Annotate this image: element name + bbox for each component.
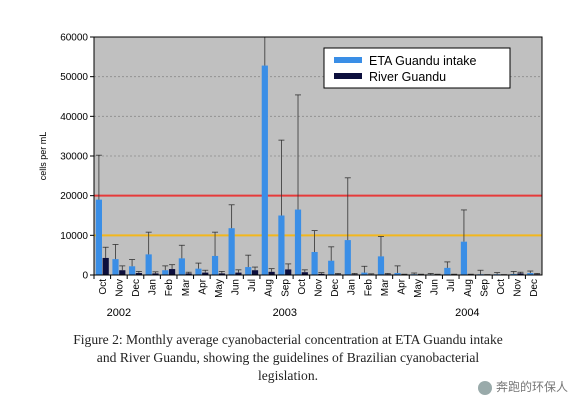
bar-eta: [444, 267, 451, 275]
bar-eta: [394, 273, 401, 275]
y-axis-ticks: 0 10000 20000 30000 40000 50000 60000: [60, 33, 94, 282]
bar-eta: [95, 199, 102, 275]
x-tick-label: Aug: [264, 279, 275, 297]
x-tick-label: Nov: [114, 279, 125, 297]
bar-river: [285, 269, 292, 275]
x-tick-label: Mar: [380, 278, 391, 296]
error-bars-group: [95, 36, 541, 276]
bar-eta: [377, 256, 385, 275]
x-tick-label: Dec: [330, 279, 341, 297]
bar-river: [152, 273, 159, 275]
bar-eta: [195, 268, 202, 275]
bar-river: [102, 257, 109, 275]
caption-line-2: and River Guandu, showing the guidelines…: [96, 350, 480, 365]
year-labels: 2002 2003 2004: [107, 307, 480, 319]
cyanobacteria-bar-chart: 0 10000 20000 30000 40000 50000 60000 Oct Nov De…: [38, 33, 543, 319]
watermark: 奔跑的环保人: [477, 378, 568, 395]
x-tick-label: Jan: [347, 279, 358, 295]
bar-river: [185, 273, 192, 275]
bar-eta: [128, 266, 136, 275]
bar-eta: [178, 258, 185, 275]
bar-eta: [112, 259, 119, 275]
legend: ETA Guandu intake River Guandu: [323, 47, 511, 89]
x-tick-label: May: [214, 279, 225, 298]
x-tick-label: Oct: [98, 279, 109, 295]
bar-river: [517, 273, 524, 275]
year-label: 2002: [107, 307, 131, 319]
y-axis-label: cells per mL: [38, 132, 48, 181]
x-tick-label: Dec: [529, 279, 540, 297]
x-tick-label: Feb: [363, 279, 374, 297]
x-tick-label: Nov: [513, 279, 524, 297]
bar-river: [301, 272, 308, 275]
bar-river: [202, 272, 209, 275]
legend-swatch-eta: [334, 57, 362, 63]
y-tick-label: 0: [82, 271, 88, 282]
figure-caption: Figure 2: Monthly average cyanobacterial…: [0, 331, 576, 385]
y-tick-label: 20000: [60, 191, 88, 202]
x-tick-label: Jan: [148, 279, 159, 295]
reference-lines: [94, 194, 542, 237]
x-tick-label: Nov: [314, 279, 325, 297]
bar-eta: [245, 267, 252, 275]
wechat-account-icon: [477, 380, 492, 395]
watermark-text: 奔跑的环保人: [495, 380, 568, 394]
bar-eta: [344, 240, 351, 275]
legend-box: [323, 47, 511, 89]
x-tick-label: Apr: [197, 278, 208, 294]
bar-eta: [460, 241, 468, 275]
x-tick-label: Feb: [164, 279, 175, 297]
bar-eta: [294, 209, 302, 275]
bar-river: [268, 271, 275, 275]
x-tick-label: Dec: [131, 279, 142, 297]
year-label: 2004: [455, 307, 479, 319]
y-tick-label: 30000: [60, 152, 88, 163]
x-tick-label: Apr: [396, 278, 407, 294]
x-tick-label: Oct: [496, 279, 507, 295]
caption-line-1: Figure 2: Monthly average cyanobacterial…: [73, 332, 503, 347]
x-tick-label: Jul: [247, 279, 258, 292]
bar-eta: [361, 272, 368, 275]
x-tick-label: May: [413, 279, 424, 298]
bar-river: [168, 269, 176, 275]
year-label: 2003: [273, 307, 297, 319]
x-tick-label: Jul: [446, 279, 457, 292]
x-tick-label: Oct: [297, 279, 308, 295]
bar-river: [218, 273, 225, 275]
bar-river: [318, 273, 325, 275]
bar-river: [235, 272, 242, 275]
bar-river: [119, 270, 126, 275]
bar-eta: [278, 215, 285, 275]
x-tick-label: Jun: [430, 279, 441, 295]
y-tick-label: 10000: [60, 231, 88, 242]
y-tick-label: 40000: [60, 112, 88, 123]
x-tick-label: Sep: [280, 279, 291, 297]
legend-label-river: River Guandu: [369, 70, 446, 84]
x-tick-label: Mar: [181, 278, 192, 296]
bar-eta: [228, 228, 235, 275]
x-tick-label: Jun: [231, 279, 242, 295]
bar-eta: [261, 65, 268, 275]
y-tick-label: 60000: [60, 33, 88, 44]
bar-eta: [328, 260, 335, 275]
bar-eta: [527, 273, 534, 275]
bar-river: [251, 270, 259, 275]
x-tick-label: Aug: [463, 279, 474, 297]
legend-swatch-river: [334, 73, 362, 79]
bar-eta: [145, 254, 152, 275]
bar-eta: [311, 251, 318, 275]
x-axis-ticks: Oct Nov Dec Jan Feb Mar Apr May Jun Jul Aug Sep Oct N…: [93, 275, 540, 298]
x-tick-label: Sep: [479, 279, 490, 297]
bar-eta: [162, 270, 169, 275]
caption-line-3: legislation.: [257, 368, 319, 383]
y-tick-label: 50000: [60, 72, 88, 83]
bar-eta: [211, 255, 219, 275]
legend-label-eta: ETA Guandu intake: [369, 54, 477, 68]
bar-river: [135, 273, 142, 275]
